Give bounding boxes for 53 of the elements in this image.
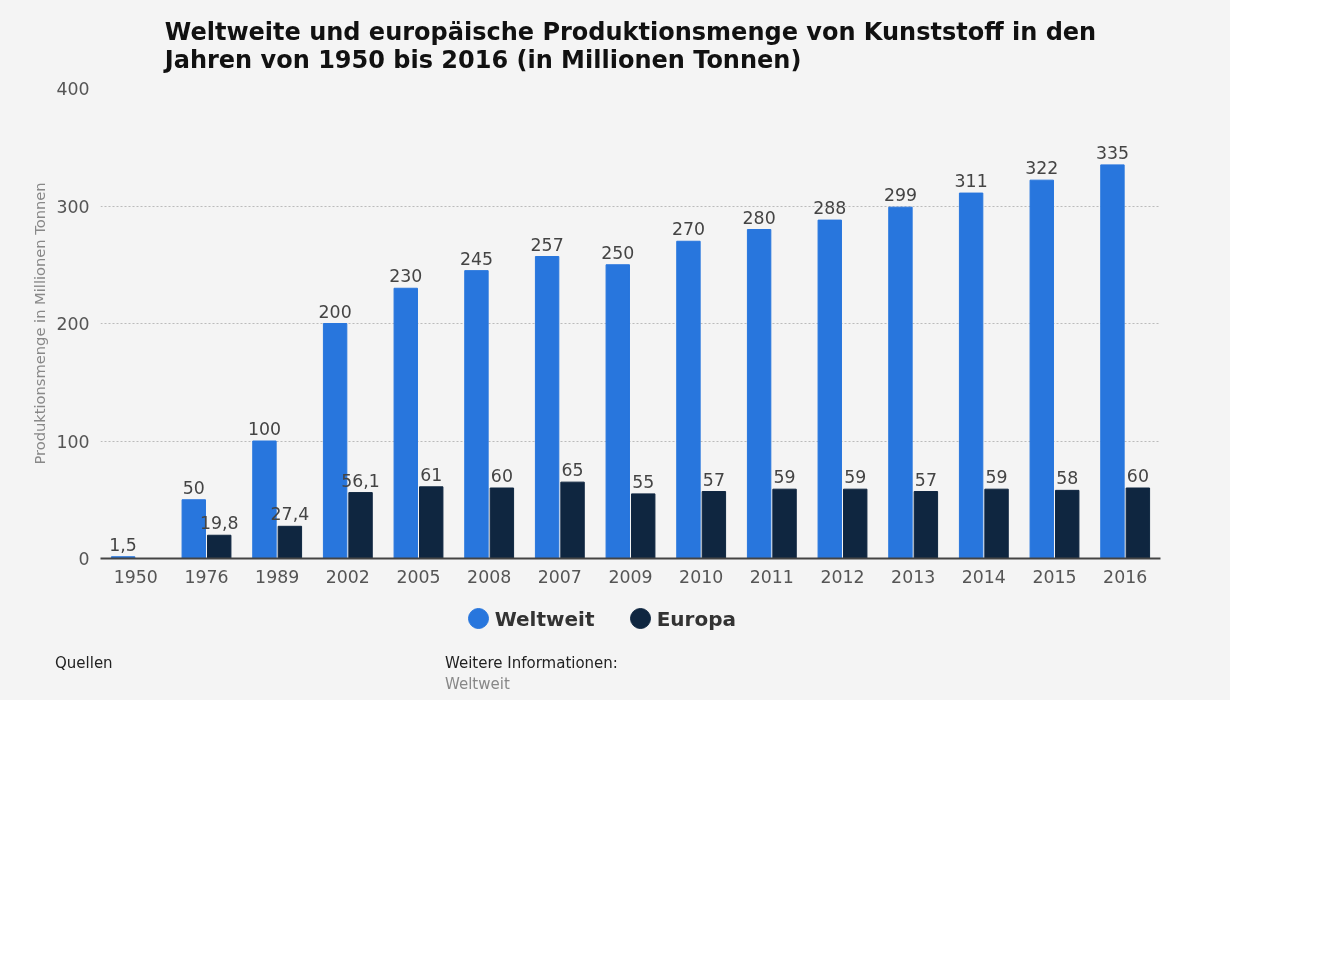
data-label: 60	[1126, 466, 1149, 486]
data-label: 57	[702, 469, 725, 490]
data-label: 322	[1025, 158, 1059, 179]
x-tick-label: 2009	[608, 566, 653, 587]
data-label: 270	[671, 219, 705, 240]
data-label: 311	[954, 171, 988, 192]
data-label: 230	[389, 266, 423, 287]
data-label: 100	[247, 419, 281, 439]
data-label: 250	[601, 242, 635, 263]
x-tick-label: 2008	[467, 566, 512, 587]
y-tick-label: 100	[56, 431, 90, 452]
chart-title: Weltweite und europäische Produktionsmenge von Kunststoff in den Jahren von 1950 bis 2016 (in Millionen Tonnen)	[162, 17, 1097, 74]
x-tick-label: 2011	[749, 566, 794, 587]
x-tick-label: 1976	[184, 566, 229, 587]
y-tick-label: 0	[78, 549, 90, 569]
data-label: 60	[490, 466, 513, 486]
legend-label: Weltweit	[494, 606, 595, 631]
text: Weltweit	[445, 674, 511, 695]
x-tick-label: 1989	[255, 566, 300, 587]
x-tick-label: 2016	[1103, 566, 1148, 587]
data-label: 257	[530, 234, 564, 255]
data-label: 58	[1056, 468, 1079, 489]
x-tick-label: 2010	[679, 566, 724, 587]
text: Weitere Informationen:	[445, 653, 618, 674]
x-tick-label: 2014	[961, 566, 1006, 587]
data-label: 65	[561, 460, 584, 481]
x-tick-label: 2007	[537, 566, 582, 587]
data-label: 245	[459, 248, 493, 269]
data-label: 61	[420, 464, 443, 485]
data-label: 280	[742, 207, 776, 228]
data-label: 57	[914, 469, 937, 490]
data-label: 288	[813, 198, 847, 219]
data-label: 50	[182, 477, 205, 498]
data-label: 59	[773, 467, 796, 488]
y-axis-title: Produktionsmenge in Millionen Tonnen	[31, 182, 49, 465]
data-label: 59	[985, 467, 1008, 488]
data-label: 335	[1095, 142, 1129, 163]
x-tick-label: 2015	[1032, 566, 1077, 587]
x-tick-label: 2013	[891, 566, 936, 587]
data-label: 299	[883, 185, 917, 206]
data-label: 55	[632, 471, 655, 492]
y-tick-label: 200	[56, 314, 90, 334]
legend-label: Europa	[656, 606, 737, 631]
y-tick-label: 400	[56, 79, 90, 99]
x-tick-label: 2002	[325, 566, 370, 587]
data-label: 1,5	[109, 534, 137, 555]
y-tick-label: 300	[56, 196, 90, 217]
x-tick-label: 1950	[113, 566, 158, 587]
data-label: 200	[318, 301, 352, 322]
text: Quellen	[55, 653, 113, 674]
x-tick-label: 2012	[820, 566, 865, 587]
data-label: 59	[844, 467, 867, 488]
x-tick-label: 2005	[396, 566, 441, 587]
